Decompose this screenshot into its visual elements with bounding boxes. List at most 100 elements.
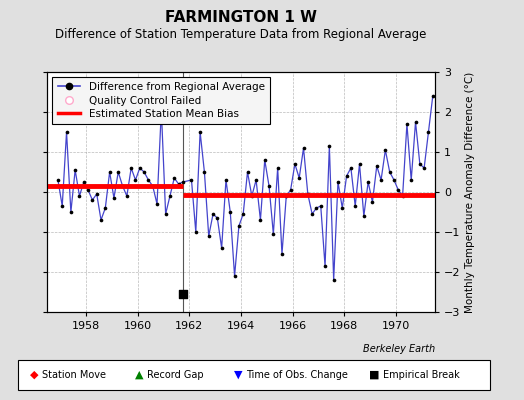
Point	[136, 165, 144, 171]
Point	[132, 177, 140, 183]
Point	[334, 179, 342, 185]
Text: Time of Obs. Change: Time of Obs. Change	[246, 370, 348, 380]
Point	[308, 211, 316, 217]
Point	[144, 177, 152, 183]
Point	[187, 177, 195, 183]
Point	[278, 251, 286, 257]
Point	[265, 183, 273, 189]
Point	[153, 201, 161, 207]
Point	[71, 167, 79, 173]
Point	[140, 169, 148, 175]
Point	[226, 209, 234, 215]
Point	[282, 193, 290, 199]
Point	[127, 165, 135, 171]
Legend: Difference from Regional Average, Quality Control Failed, Estimated Station Mean: Difference from Regional Average, Qualit…	[52, 77, 270, 124]
Point	[316, 203, 325, 209]
Point	[170, 175, 179, 181]
Point	[239, 211, 247, 217]
Point	[403, 121, 411, 127]
Point	[243, 169, 252, 175]
Point	[157, 107, 166, 113]
Point	[114, 169, 123, 175]
Point	[231, 273, 239, 279]
Point	[110, 195, 118, 201]
Text: Difference of Station Temperature Data from Regional Average: Difference of Station Temperature Data f…	[56, 28, 427, 41]
Point	[252, 177, 260, 183]
Point	[179, 179, 187, 185]
Point	[118, 183, 127, 189]
Point	[330, 277, 338, 283]
Point	[80, 179, 88, 185]
Point	[105, 169, 114, 175]
Point	[166, 193, 174, 199]
Text: ■: ■	[369, 370, 380, 380]
Text: ▼: ▼	[234, 370, 243, 380]
Point	[355, 161, 364, 167]
Text: Station Move: Station Move	[42, 370, 106, 380]
Point	[101, 205, 110, 211]
Point	[88, 197, 96, 203]
Point	[373, 163, 381, 169]
Point	[196, 129, 204, 135]
Point	[123, 193, 131, 199]
Point	[342, 173, 351, 179]
Point	[287, 187, 295, 193]
Y-axis label: Monthly Temperature Anomaly Difference (°C): Monthly Temperature Anomaly Difference (…	[465, 71, 475, 313]
Point	[67, 209, 75, 215]
Point	[54, 177, 62, 183]
Point	[416, 161, 424, 167]
Point	[321, 263, 329, 269]
Point	[248, 193, 256, 199]
Point	[368, 199, 377, 205]
Point	[394, 187, 402, 193]
Point	[174, 181, 183, 187]
Point	[217, 245, 226, 251]
Point	[274, 165, 282, 171]
Point	[338, 205, 346, 211]
Text: ◆: ◆	[30, 370, 38, 380]
Point	[398, 193, 407, 199]
Text: FARMINGTON 1 W: FARMINGTON 1 W	[165, 10, 317, 25]
Point	[291, 161, 299, 167]
Point	[347, 165, 355, 171]
Point	[364, 179, 373, 185]
Point	[312, 205, 321, 211]
Point	[260, 157, 269, 163]
Point	[325, 143, 334, 149]
Point	[303, 191, 312, 197]
Text: Empirical Break: Empirical Break	[383, 370, 459, 380]
Point	[93, 191, 101, 197]
Point	[299, 145, 308, 151]
Point	[161, 211, 170, 217]
Point	[407, 177, 416, 183]
Point	[62, 129, 71, 135]
Point	[97, 217, 105, 223]
Point	[192, 229, 200, 235]
Point	[420, 165, 428, 171]
Point	[148, 183, 157, 189]
Point	[84, 187, 92, 193]
Point	[209, 211, 217, 217]
Text: Record Gap: Record Gap	[147, 370, 203, 380]
Point	[386, 169, 394, 175]
Text: Berkeley Earth: Berkeley Earth	[363, 344, 435, 354]
Point	[204, 233, 213, 239]
Point	[381, 147, 389, 153]
Point	[377, 177, 385, 183]
Point	[179, 291, 187, 297]
Point	[213, 215, 222, 221]
Point	[200, 169, 209, 175]
Text: ▲: ▲	[135, 370, 143, 380]
Point	[58, 203, 67, 209]
Point	[429, 93, 437, 99]
Point	[222, 177, 230, 183]
Point	[411, 119, 420, 125]
Point	[269, 231, 278, 237]
Point	[390, 177, 398, 183]
Point	[295, 175, 303, 181]
Point	[235, 223, 243, 229]
Point	[424, 129, 433, 135]
Point	[75, 193, 84, 199]
Point	[256, 217, 265, 223]
Point	[351, 203, 359, 209]
